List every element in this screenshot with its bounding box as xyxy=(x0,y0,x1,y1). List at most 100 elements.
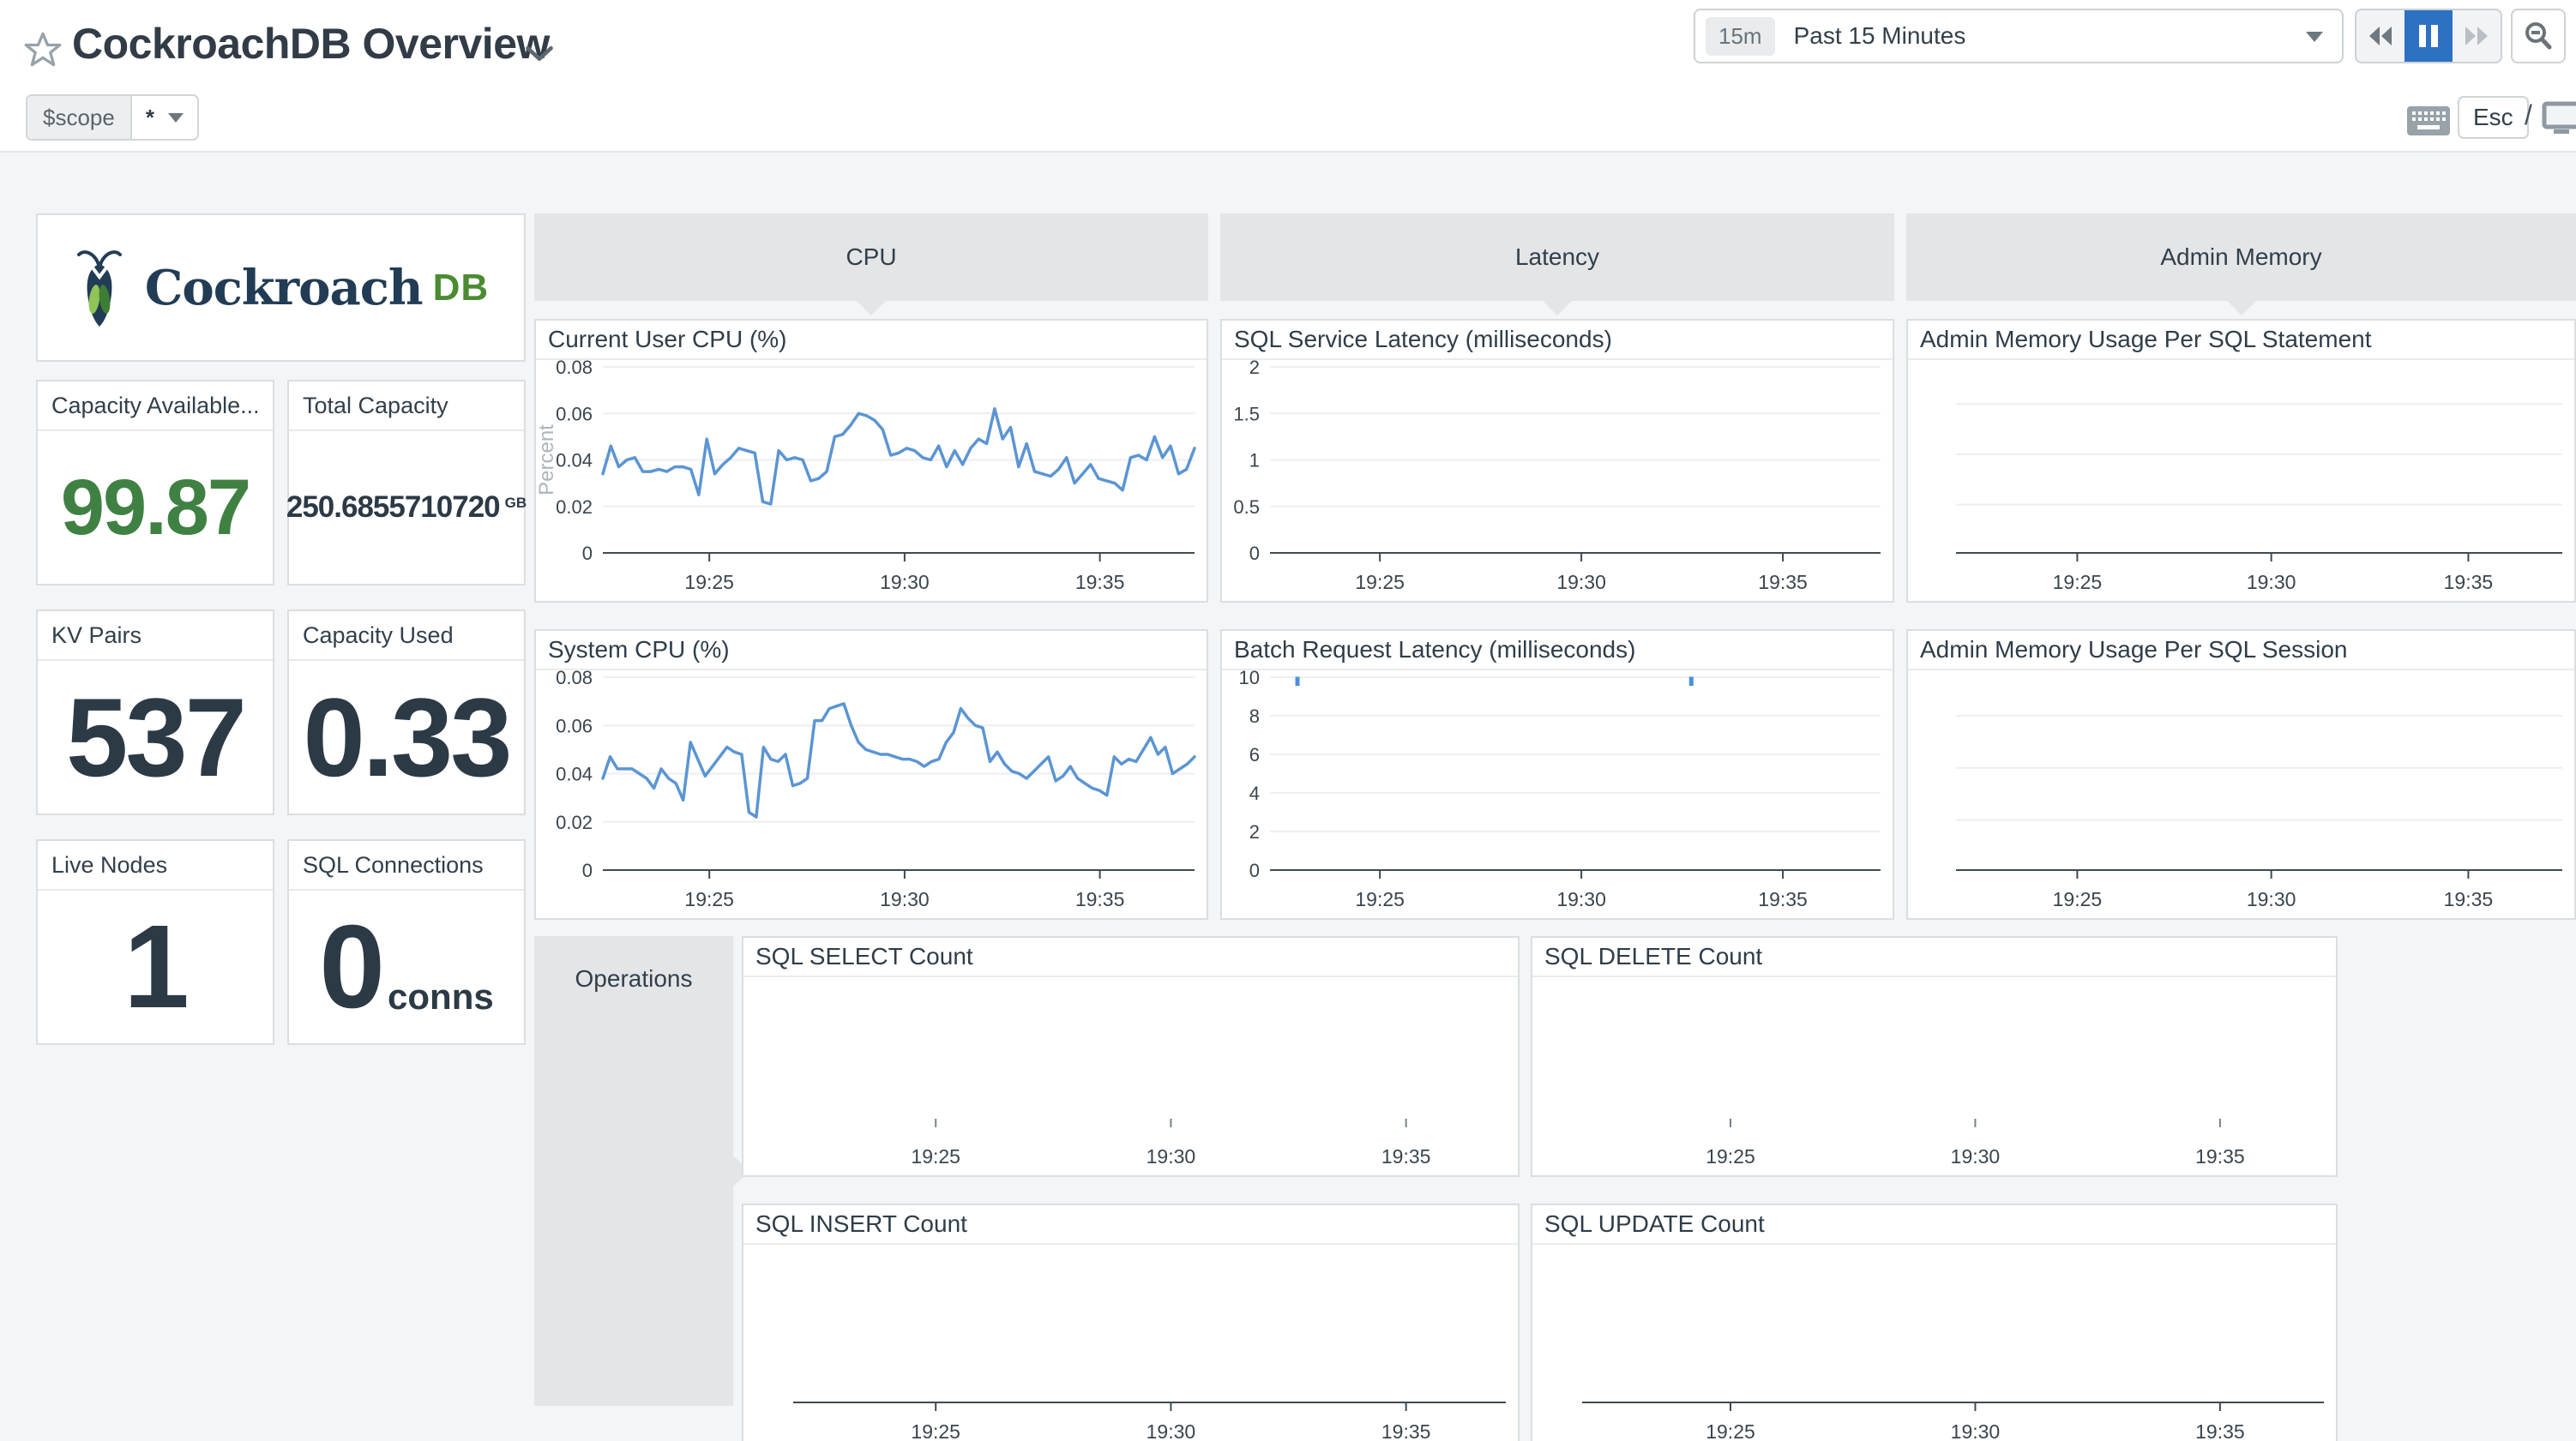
stat-card-total-capacity[interactable]: Total Capacity 250.6855710720 GB xyxy=(286,380,527,585)
favorite-star-icon[interactable] xyxy=(24,31,62,73)
fast-forward-icon xyxy=(2465,27,2488,45)
cockroachdb-logo-card[interactable]: Cockroach DB xyxy=(36,213,526,362)
stat-card-capacity-used[interactable]: Capacity Used 0.33 xyxy=(287,609,526,815)
sql-delete-count-plot[interactable]: 19:25 19:30 19:35 xyxy=(1532,977,2336,1175)
current-user-cpu-plot[interactable]: 0 0.02 0.04 0.06 0.08 19:25 19:30 19:35 Percent xyxy=(536,360,1207,601)
chart-panel-sql-delete-count[interactable]: SQL DELETE Count 19:25 19:30 19:35 xyxy=(1531,936,2338,1177)
chart-panel-batch-request-latency[interactable]: Batch Request Latency (milliseconds) 0 2 4… xyxy=(1220,629,1894,920)
svg-text:19:35: 19:35 xyxy=(2195,1145,2245,1168)
stat-value: 537 xyxy=(66,675,247,800)
chart-title: SQL Service Latency (milliseconds) xyxy=(1222,321,1893,360)
shortcut-separator: / xyxy=(2525,99,2532,130)
title-chevron-down-icon[interactable] xyxy=(525,45,554,68)
svg-text:19:30: 19:30 xyxy=(880,888,930,910)
scope-variable-name: $scope xyxy=(27,96,132,139)
svg-text:19:35: 19:35 xyxy=(2444,888,2494,910)
svg-text:19:35: 19:35 xyxy=(1381,1420,1431,1441)
svg-text:19:35: 19:35 xyxy=(2195,1420,2245,1441)
svg-text:19:30: 19:30 xyxy=(1147,1420,1196,1441)
admin-memory-statement-plot[interactable]: 19:25 19:30 19:35 xyxy=(1908,360,2574,601)
chart-panel-sql-insert-count[interactable]: SQL INSERT Count 19:25 19:30 19:35 xyxy=(742,1204,1520,1441)
svg-text:19:30: 19:30 xyxy=(1556,888,1606,910)
svg-text:0.02: 0.02 xyxy=(556,812,593,833)
system-cpu-plot[interactable]: 0 0.02 0.04 0.06 0.08 19:25 19:30 19:35 xyxy=(536,670,1207,918)
chart-title: Admin Memory Usage Per SQL Session xyxy=(1908,631,2574,670)
scope-caret-icon xyxy=(167,112,184,123)
group-label: CPU xyxy=(846,243,897,270)
chart-panel-sql-select-count[interactable]: SQL SELECT Count 19:25 19:30 19:35 xyxy=(742,936,1520,1177)
stat-value: 99.87 xyxy=(60,463,251,551)
stat-value: 0 xyxy=(319,900,385,1033)
svg-text:19:25: 19:25 xyxy=(684,888,734,910)
group-header-admin-memory[interactable]: Admin Memory xyxy=(1906,213,2576,315)
svg-text:19:30: 19:30 xyxy=(1556,571,1606,593)
top-bar: CockroachDB Overview 15m Past 15 Minutes… xyxy=(0,0,2576,153)
keyboard-icon[interactable] xyxy=(2406,105,2451,141)
svg-text:1: 1 xyxy=(1249,450,1260,471)
sql-insert-count-plot[interactable]: 19:25 19:30 19:35 xyxy=(743,1245,1518,1441)
stat-title: KV Pairs xyxy=(38,611,273,661)
sql-select-count-plot[interactable]: 19:25 19:30 19:35 xyxy=(743,977,1518,1175)
sql-update-count-plot[interactable]: 19:25 19:30 19:35 xyxy=(1532,1245,2336,1441)
svg-text:2: 2 xyxy=(1249,360,1260,378)
time-range-caret-icon xyxy=(2306,32,2323,42)
svg-text:19:25: 19:25 xyxy=(911,1145,960,1168)
logo-wordmark: Cockroach xyxy=(144,259,424,316)
cockroachdb-logo-icon xyxy=(76,249,122,327)
chart-title: System CPU (%) xyxy=(536,631,1207,670)
rewind-button[interactable] xyxy=(2356,10,2404,62)
svg-text:19:30: 19:30 xyxy=(880,571,930,593)
chart-panel-system-cpu[interactable]: System CPU (%) 0 0.02 0.04 0.06 0.08 19:25 19:… xyxy=(534,629,1208,920)
chart-panel-current-user-cpu[interactable]: Current User CPU (%) 0 0.02 0.04 0.06 0.08 19… xyxy=(534,319,1208,603)
esc-shortcut-button[interactable]: Esc xyxy=(2458,96,2529,139)
svg-text:19:30: 19:30 xyxy=(1951,1145,2001,1168)
svg-text:0.06: 0.06 xyxy=(556,715,593,736)
chart-panel-admin-memory-statement[interactable]: Admin Memory Usage Per SQL Statement 19:… xyxy=(1906,319,2576,603)
fast-forward-button[interactable] xyxy=(2453,10,2501,62)
stat-title: SQL Connections xyxy=(289,841,524,891)
zoom-out-button[interactable] xyxy=(2511,9,2566,63)
group-pointer xyxy=(857,301,886,315)
svg-text:19:35: 19:35 xyxy=(1075,571,1125,593)
stat-card-live-nodes[interactable]: Live Nodes 1 xyxy=(36,839,274,1045)
svg-text:0.04: 0.04 xyxy=(556,450,593,471)
svg-text:19:25: 19:25 xyxy=(1355,571,1405,593)
logo-suffix: DB xyxy=(432,266,490,309)
svg-text:19:25: 19:25 xyxy=(684,571,734,593)
group-header-operations[interactable]: Operations xyxy=(534,936,749,1406)
chart-title: Admin Memory Usage Per SQL Statement xyxy=(1908,321,2574,360)
rewind-icon xyxy=(2369,27,2392,45)
pause-icon xyxy=(2419,25,2438,47)
svg-text:Percent: Percent xyxy=(536,424,558,495)
chart-title: Current User CPU (%) xyxy=(536,321,1207,360)
sql-service-latency-plot[interactable]: 0 0.5 1 1.5 2 19:25 19:30 19:35 xyxy=(1222,360,1893,601)
template-variable-scope[interactable]: $scope * xyxy=(26,94,199,141)
stat-unit: conns xyxy=(388,976,494,1017)
svg-text:19:25: 19:25 xyxy=(911,1420,960,1441)
stat-title: Total Capacity xyxy=(289,381,524,431)
stat-value: 0.33 xyxy=(303,675,512,800)
batch-request-latency-plot[interactable]: 0 2 4 6 8 10 19:25 19:30 19:35 xyxy=(1222,670,1893,918)
scope-variable-value[interactable]: * xyxy=(132,96,197,139)
fullscreen-monitor-icon[interactable] xyxy=(2542,101,2576,140)
playback-controls xyxy=(2355,9,2502,63)
group-label: Operations xyxy=(575,965,693,992)
svg-text:0.08: 0.08 xyxy=(556,360,593,378)
svg-text:19:30: 19:30 xyxy=(2247,888,2296,910)
chart-panel-sql-service-latency[interactable]: SQL Service Latency (milliseconds) 0 0.5 1… xyxy=(1220,319,1894,603)
chart-panel-admin-memory-session[interactable]: Admin Memory Usage Per SQL Session 19:25… xyxy=(1906,629,2576,920)
chart-panel-sql-update-count[interactable]: SQL UPDATE Count 19:25 19:30 19:35 xyxy=(1531,1204,2338,1441)
admin-memory-session-plot[interactable]: 19:25 19:30 19:35 xyxy=(1908,670,2574,918)
group-header-latency[interactable]: Latency xyxy=(1220,213,1894,315)
scope-value-text: * xyxy=(145,104,154,130)
stat-card-kv-pairs[interactable]: KV Pairs 537 xyxy=(36,609,274,815)
stat-card-capacity-available[interactable]: Capacity Available... 99.87 xyxy=(36,380,274,585)
time-range-selector[interactable]: 15m Past 15 Minutes xyxy=(1694,9,2344,63)
group-header-cpu[interactable]: CPU xyxy=(534,213,1208,315)
svg-text:0.02: 0.02 xyxy=(556,496,593,518)
pause-button[interactable] xyxy=(2404,10,2453,62)
time-range-label: Past 15 Minutes xyxy=(1793,22,1966,49)
svg-text:10: 10 xyxy=(1239,670,1260,688)
stat-card-sql-connections[interactable]: SQL Connections 0 conns xyxy=(287,839,526,1045)
